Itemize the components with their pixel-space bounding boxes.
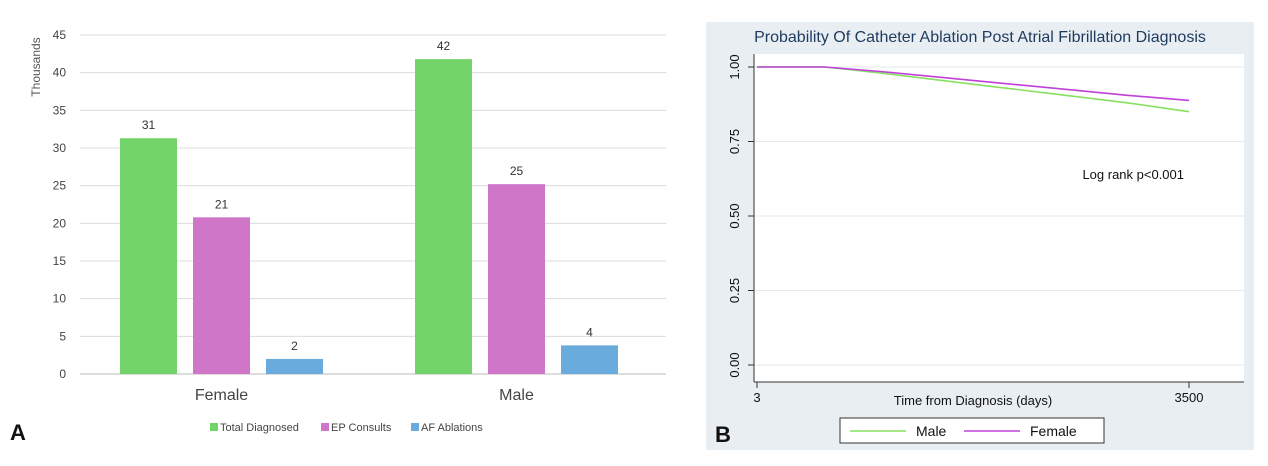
y-tick-label: 0.25 — [727, 278, 742, 303]
x-tick-label: 3500 — [1175, 390, 1204, 405]
category-label-male: Male — [499, 387, 534, 404]
chart-b: Probability Of Catheter Ablation Post At… — [706, 22, 1254, 450]
y-tick-label: 5 — [59, 329, 66, 343]
bar-value-label: 42 — [437, 39, 451, 53]
y-tick-label: 1.00 — [727, 54, 742, 79]
bar-ep-consults-female — [193, 217, 250, 374]
plot-area — [754, 54, 1244, 382]
y-axis-label: Thousands — [29, 37, 43, 96]
legend-swatch — [411, 423, 419, 431]
legend-label: AF Ablations — [421, 422, 483, 434]
bar-value-label: 25 — [510, 164, 524, 178]
legend-swatch — [321, 423, 329, 431]
y-tick-label: 0.75 — [727, 129, 742, 154]
legend-label: Total Diagnosed — [220, 422, 299, 434]
x-axis-label: Time from Diagnosis (days) — [894, 393, 1052, 408]
bar-af-ablations-male — [561, 345, 618, 374]
series-line-female — [757, 66, 1190, 102]
y-tick-label: 0 — [59, 367, 66, 381]
legend-label: EP Consults — [331, 422, 392, 434]
y-tick-label: 15 — [53, 254, 67, 268]
annotation-logrank: Log rank p<0.001 — [1082, 167, 1184, 182]
panel-label-a: A — [10, 420, 26, 445]
bar-value-label: 31 — [142, 118, 156, 132]
y-tick-label: 0.50 — [727, 203, 742, 228]
y-tick-label: 35 — [53, 103, 67, 117]
bar-value-label: 21 — [215, 197, 229, 211]
chart-title: Probability Of Catheter Ablation Post At… — [754, 29, 1206, 46]
bar-af-ablations-female — [266, 358, 323, 374]
y-tick-label: 40 — [53, 66, 67, 80]
bar-value-label: 2 — [291, 339, 298, 353]
y-tick-label: 25 — [53, 179, 67, 193]
legend-swatch — [210, 423, 218, 431]
bar-value-label: 4 — [586, 325, 593, 339]
bar-total-diagnosed-male — [415, 59, 472, 375]
bar-ep-consults-male — [488, 184, 545, 374]
y-tick-label: 20 — [53, 216, 67, 230]
y-tick-label: 30 — [53, 141, 67, 155]
x-tick-label: 3 — [753, 390, 760, 405]
legend-label: Male — [916, 423, 947, 439]
legend-label: Female — [1030, 423, 1077, 439]
category-label-female: Female — [195, 387, 248, 404]
y-tick-label: 45 — [53, 28, 67, 42]
chart-a: 0 5 10 15 20 25 30 35 40 45 31 21 2 42 25 4 Female Male… — [10, 28, 666, 445]
y-tick-label: 10 — [53, 292, 67, 306]
panel-label-b: B — [715, 422, 731, 447]
y-tick-label: 0.00 — [727, 352, 742, 377]
bar-total-diagnosed-female — [120, 138, 177, 374]
